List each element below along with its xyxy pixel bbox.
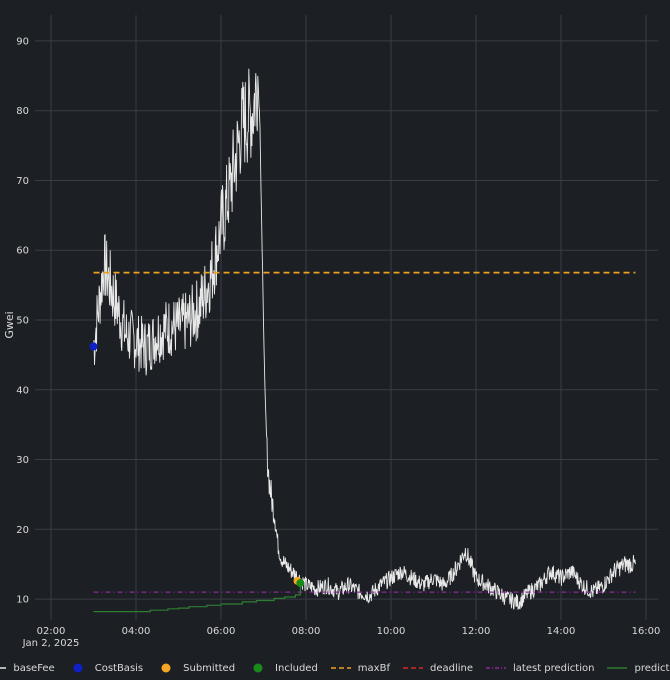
plot-area — [89, 68, 636, 613]
legend-swatch — [486, 667, 506, 669]
legend-item-deadline: deadline — [402, 663, 473, 674]
x-tick-label: 16:00 — [632, 626, 661, 637]
legend-swatch — [402, 667, 423, 669]
legend-label: Included — [275, 662, 318, 674]
legend-swatch — [330, 667, 351, 669]
y-tick-label: 10 — [16, 595, 29, 606]
legend-label: CostBasis — [94, 662, 144, 674]
x-tick-label: 14:00 — [547, 626, 576, 637]
y-tick-label: 20 — [16, 525, 29, 536]
legend-swatch — [607, 667, 628, 669]
x-tick-label: 04:00 — [122, 626, 151, 637]
x-tick-label: 06:00 — [207, 626, 236, 637]
y-tick-label: 60 — [16, 246, 29, 257]
costbasis-point — [89, 342, 98, 351]
legend: baseFee CostBasis Submitted Included maxBf de… — [0, 656, 670, 680]
included-point — [296, 579, 305, 588]
y-tick-label: 70 — [16, 176, 29, 187]
legend-label: deadline — [429, 662, 473, 674]
legend-item-latest-prediction: latest prediction — [485, 663, 594, 674]
y-tick-label: 90 — [16, 36, 29, 47]
y-tick-label: 50 — [16, 316, 29, 327]
legend-label: prediction — [634, 662, 670, 674]
x-tick-label: 12:00 — [462, 626, 491, 637]
legend-label: latest prediction — [513, 662, 595, 674]
y-tick-label: 40 — [16, 385, 29, 396]
legend-label: maxBf — [357, 662, 390, 674]
legend-swatch — [73, 663, 83, 673]
legend-item-costbasis: CostBasis — [67, 663, 143, 674]
legend-label: baseFee — [13, 662, 55, 674]
y-tick-label: 80 — [16, 106, 29, 117]
x-date-label: Jan 2, 2025 — [22, 638, 80, 649]
legend-item-basefee: baseFee — [0, 663, 55, 674]
y-axis: 10 20 30 40 50 60 70 80 90 — [16, 36, 29, 605]
grid — [35, 15, 658, 620]
x-tick-label: 08:00 — [292, 626, 321, 637]
legend-swatch — [253, 663, 263, 673]
legend-swatch — [0, 667, 7, 669]
x-tick-label: 10:00 — [377, 626, 406, 637]
legend-item-included: Included — [247, 663, 318, 674]
x-axis: 02:00 04:00 06:00 08:00 10:00 12:00 14:00 16:00 — [37, 626, 661, 637]
legend-item-maxbf: maxBf — [330, 663, 390, 674]
legend-item-submitted: Submitted — [155, 663, 235, 674]
basefee-line — [93, 68, 636, 610]
y-tick-label: 30 — [16, 455, 29, 466]
prediction-line — [93, 583, 301, 613]
y-axis-title: Gwei — [3, 311, 16, 338]
x-tick-label: 02:00 — [37, 626, 66, 637]
legend-item-prediction: prediction — [606, 663, 670, 674]
legend-swatch — [161, 663, 171, 673]
legend-label: Submitted — [183, 662, 236, 674]
